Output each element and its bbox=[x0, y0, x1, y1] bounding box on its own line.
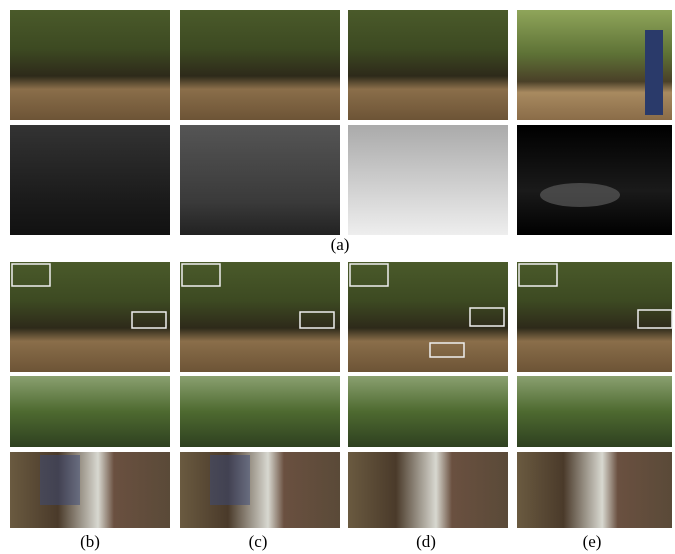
panel-label: (d) bbox=[416, 532, 436, 551]
panel-label: (b) bbox=[80, 532, 100, 551]
panel-label: (c) bbox=[249, 532, 268, 551]
panel-a-images bbox=[10, 10, 672, 235]
figure: (a) (b) (c) (d) (e) bbox=[0, 0, 675, 554]
panel-b-e-images bbox=[10, 262, 672, 528]
panel-label: (e) bbox=[583, 532, 602, 551]
panel-label: (a) bbox=[331, 235, 350, 254]
